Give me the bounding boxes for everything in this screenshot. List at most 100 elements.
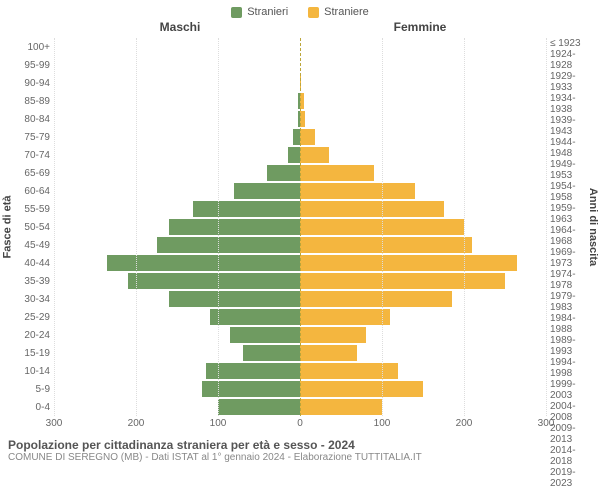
bar-row-male [54,182,300,200]
age-tick: 95-99 [14,56,54,74]
age-tick: 80-84 [14,110,54,128]
column-headers: Maschi Femmine [0,20,600,34]
bar-female [300,147,329,163]
bar-row-male [54,74,300,92]
bars-area [54,38,546,416]
age-tick: 65-69 [14,164,54,182]
legend-item-female: Straniere [308,6,369,18]
age-tick: 85-89 [14,92,54,110]
y-axis-label-left: Fasce di età [0,38,14,416]
bars-male [54,38,300,416]
caption-title: Popolazione per cittadinanza straniera p… [8,438,592,452]
y-axis-label-right: Anni di nascita [586,38,600,416]
bar-male [288,147,300,163]
bar-row-female [300,308,546,326]
gridline [136,38,137,416]
bar-row-male [54,146,300,164]
age-tick: 45-49 [14,236,54,254]
bar-row-male [54,218,300,236]
x-tick: 200 [456,418,473,429]
bar-row-male [54,398,300,416]
year-tick: 1939-1943 [546,115,586,137]
year-tick: 1974-1978 [546,269,586,291]
age-tick: 75-79 [14,128,54,146]
bars-female [300,38,546,416]
age-tick: 20-24 [14,326,54,344]
year-tick: 1964-1968 [546,225,586,247]
bar-row-male [54,380,300,398]
age-tick: 100+ [14,38,54,56]
bar-male [169,219,300,235]
bar-row-female [300,218,546,236]
x-tick: 100 [374,418,391,429]
age-tick: 5-9 [14,380,54,398]
bar-female [300,327,366,343]
bar-male [193,201,300,217]
bar-male [230,327,300,343]
legend-item-male: Stranieri [231,6,288,18]
bar-row-female [300,254,546,272]
age-tick: 35-39 [14,272,54,290]
gridline [54,38,55,416]
legend-label-male: Stranieri [247,6,288,18]
year-tick: 1924-1928 [546,49,586,71]
caption-subtitle: COMUNE DI SEREGNO (MB) - Dati ISTAT al 1… [8,452,592,463]
year-tick: 1979-1983 [546,291,586,313]
bar-female [300,201,444,217]
year-tick: 1969-1973 [546,247,586,269]
year-tick: 1944-1948 [546,137,586,159]
bar-row-female [300,380,546,398]
bar-row-female [300,56,546,74]
bar-female [300,255,517,271]
bar-row-female [300,110,546,128]
bar-row-female [300,38,546,56]
bar-row-male [54,128,300,146]
bar-row-female [300,290,546,308]
bar-male [128,273,300,289]
x-tick: 200 [128,418,145,429]
bar-female [300,381,423,397]
legend: Stranieri Straniere [0,0,600,20]
bar-row-female [300,398,546,416]
age-tick: 10-14 [14,362,54,380]
pyramid-chart: Fasce di età 100+95-9990-9485-8980-8475-… [0,34,600,434]
bar-male [243,345,300,361]
bar-female [300,291,452,307]
bar-row-male [54,110,300,128]
bar-female [300,273,505,289]
x-axis: 3002001000100200300 [54,418,546,432]
bar-row-female [300,74,546,92]
age-tick: 40-44 [14,254,54,272]
age-tick: 25-29 [14,308,54,326]
year-tick: 2019-2023 [546,467,586,489]
year-tick: 1954-1958 [546,181,586,203]
gridline [382,38,383,416]
bar-row-male [54,362,300,380]
bar-row-female [300,272,546,290]
bar-female [300,165,374,181]
x-tick: 100 [210,418,227,429]
age-tick: 0-4 [14,398,54,416]
bar-male [157,237,301,253]
bar-male [206,363,300,379]
legend-label-female: Straniere [324,6,369,18]
bar-row-male [54,308,300,326]
bar-row-female [300,200,546,218]
bar-row-male [54,344,300,362]
x-tick: 300 [538,418,555,429]
bar-row-male [54,200,300,218]
age-tick: 30-34 [14,290,54,308]
bar-male [267,165,300,181]
gridline [464,38,465,416]
bar-row-female [300,362,546,380]
bar-male [169,291,300,307]
bar-female [300,309,390,325]
bar-row-female [300,164,546,182]
gridline [218,38,219,416]
bar-male [202,381,300,397]
bar-row-male [54,326,300,344]
bar-row-male [54,254,300,272]
bar-female [300,237,472,253]
bar-row-male [54,164,300,182]
bar-male [218,399,300,415]
